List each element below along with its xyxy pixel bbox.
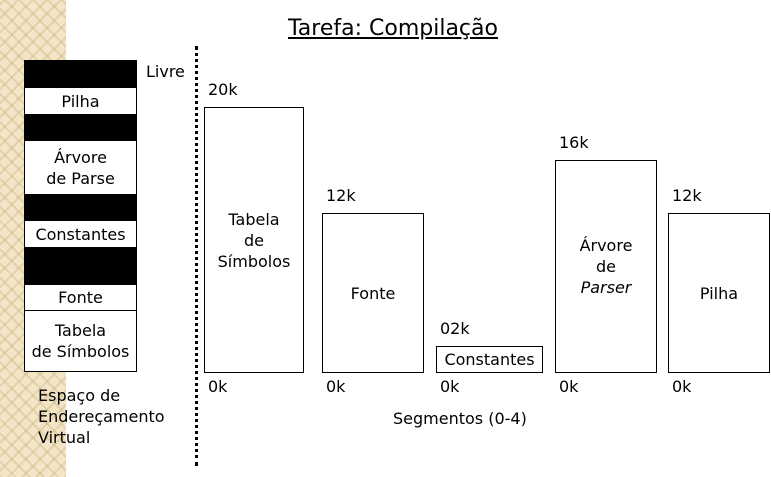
segment-zero-1: 0k [326,377,346,396]
segment-label-0: Tabela de Símbolos [217,209,291,271]
segment-zero-4: 0k [672,377,692,396]
virtual-space-caption-line-2: Endereçamento [38,407,165,426]
virtual-block-3: Árvore de Parse [46,147,115,188]
segment-box-2: Constantes [436,346,543,373]
segment-label-2: Constantes [444,350,535,369]
segment-size-0: 20k [208,80,238,99]
segment-size-3: 16k [559,133,589,152]
segment-size-2: 02k [440,319,470,338]
virtual-block-8: Tabela de Símbolos [31,321,130,361]
segment-size-4: 12k [672,186,702,205]
virtual-block-5: Constantes [35,224,126,244]
virtual-block-7: Fonte [25,285,136,311]
free-block [25,194,136,221]
segment-box-0: Tabela de Símbolos [204,107,304,373]
free-space-label: Livre [146,62,185,81]
segment-box-3: Árvore de Parser [555,160,657,373]
segment-box-1: Fonte [322,213,424,373]
virtual-space-caption-line-3: Virtual [38,428,91,447]
diagram-title: Tarefa: Compilação [288,16,498,41]
segment-box-4: Pilha [668,213,770,373]
segment-label-4: Pilha [699,283,739,303]
segment-zero-3: 0k [559,377,579,396]
virtual-address-space: Pilha Árvore de Parse Constantes Fonte Tabel… [24,60,137,372]
virtual-space-caption-line-1: Espaço de [38,386,121,405]
free-block [25,114,136,141]
virtual-block-1: Pilha [61,91,100,111]
segment-label-1: Fonte [350,283,396,303]
free-block [25,247,136,285]
free-block [25,61,136,88]
segments-caption: Segmentos (0-4) [393,409,527,428]
divider-line [195,46,198,466]
segment-size-1: 12k [326,186,356,205]
segment-zero-0: 0k [208,377,228,396]
segment-label-3: Árvore de Parser [579,236,633,297]
segment-zero-2: 0k [440,377,460,396]
